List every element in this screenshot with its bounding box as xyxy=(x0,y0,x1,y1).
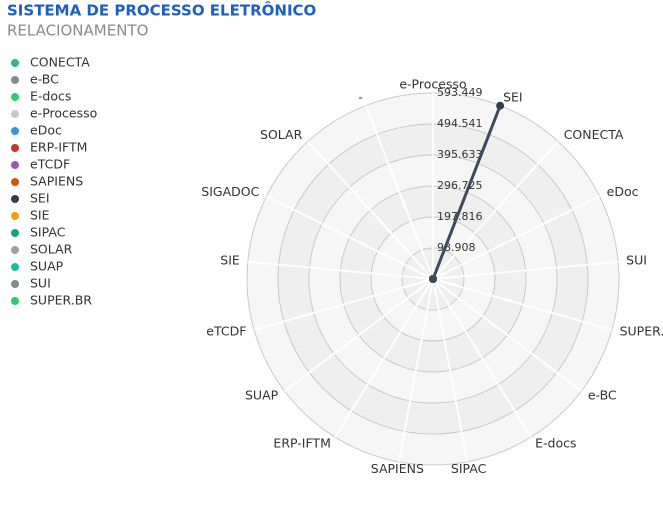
legend-label: SIPAC xyxy=(30,225,66,240)
category-label: SUI xyxy=(626,253,647,268)
category-label: SAPIENS xyxy=(371,461,424,476)
r-tick-label: 494.541 xyxy=(437,117,483,130)
spoke xyxy=(432,278,469,463)
chart-subtitle: RELACIONAMENTO xyxy=(7,22,148,40)
r-tick-label: 296.725 xyxy=(437,179,483,192)
legend-marker xyxy=(11,110,19,118)
legend-marker xyxy=(11,161,19,169)
legend-marker xyxy=(11,144,19,152)
legend-marker xyxy=(11,93,19,101)
spoke xyxy=(397,278,434,463)
legend-label: e-Processo xyxy=(30,106,97,121)
r-tick-label: 593.449 xyxy=(437,86,483,99)
category-label: SUPER.BR xyxy=(620,324,663,339)
legend-label: SIE xyxy=(30,208,50,223)
legend-marker xyxy=(11,246,19,254)
category-label: eDoc xyxy=(607,184,639,199)
legend-label: SAPIENS xyxy=(30,174,83,189)
spoke xyxy=(266,195,434,280)
category-label: E-docs xyxy=(535,435,576,450)
spoke xyxy=(253,278,434,331)
category-label: e-BC xyxy=(588,387,617,402)
legend-marker xyxy=(11,76,19,84)
data-point xyxy=(429,275,437,283)
category-label: SEI xyxy=(503,90,523,105)
spoke xyxy=(334,278,434,438)
legend-marker xyxy=(11,297,19,305)
spoke xyxy=(432,278,613,331)
r-tick-label: 197.816 xyxy=(437,210,483,223)
legend-label: CONECTA xyxy=(30,55,90,70)
legend-marker xyxy=(11,212,19,220)
chart-title: SISTEMA DE PROCESSO ELETRÔNICO xyxy=(7,1,316,20)
legend-label: SEI xyxy=(30,191,50,206)
legend-label: SUAP xyxy=(30,259,64,274)
legend-marker xyxy=(11,195,19,203)
category-label: - xyxy=(358,90,363,105)
category-label: ERP-IFTM xyxy=(273,435,330,450)
spoke xyxy=(432,260,619,280)
spoke xyxy=(247,260,434,280)
category-label: eTCDF xyxy=(206,324,246,339)
spoke xyxy=(283,278,434,392)
legend-marker xyxy=(11,178,19,186)
legend-label: e-BC xyxy=(30,72,59,87)
spoke xyxy=(432,195,600,280)
legend-label: ERP-IFTM xyxy=(30,140,87,155)
category-label: SUAP xyxy=(245,387,279,402)
category-label: SOLAR xyxy=(260,127,303,142)
legend-marker xyxy=(11,229,19,237)
r-tick-label: 395.633 xyxy=(437,148,483,161)
spoke xyxy=(432,278,532,438)
category-label: SIGADOC xyxy=(201,184,259,199)
legend-label: eDoc xyxy=(30,123,62,138)
data-point xyxy=(496,101,505,110)
spoke xyxy=(364,105,434,280)
legend-label: SOLAR xyxy=(30,242,73,257)
legend-marker xyxy=(11,127,19,135)
legend-marker xyxy=(11,59,19,67)
legend-label: E-docs xyxy=(30,89,71,104)
legend-marker xyxy=(11,280,19,288)
category-label: SIPAC xyxy=(451,461,487,476)
category-label: CONECTA xyxy=(564,127,624,142)
legend-marker xyxy=(11,263,19,271)
legend-label: SUPER.BR xyxy=(30,293,92,308)
category-label: SIE xyxy=(220,253,240,268)
legend-label: SUI xyxy=(30,276,51,291)
legend-label: eTCDF xyxy=(30,157,70,172)
spoke xyxy=(432,278,583,392)
spoke xyxy=(306,140,434,280)
category-label: e-Processo xyxy=(399,77,466,92)
spoke xyxy=(432,140,560,280)
